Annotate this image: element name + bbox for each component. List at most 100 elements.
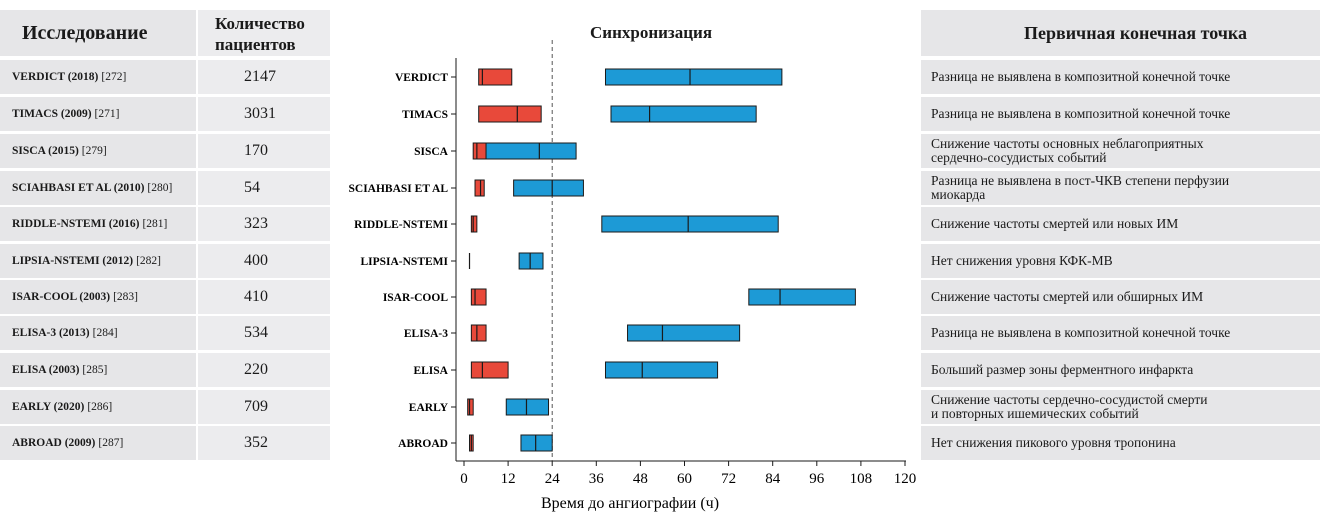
- study-cell: SISCA (2015) [279]: [0, 134, 196, 168]
- study-reference: [283]: [113, 291, 138, 303]
- x-axis-label: Время до ангиографии (ч): [541, 495, 719, 512]
- delayed-bar: [518, 252, 544, 270]
- patients-cell: 170: [198, 134, 330, 168]
- early-bar: [470, 288, 487, 306]
- early-bar: [472, 142, 487, 160]
- category-label: ELISA-3: [404, 328, 448, 340]
- endpoint-row: Снижение частоты основных неблагоприятны…: [921, 134, 1320, 168]
- x-tick-label: 96: [809, 471, 825, 487]
- category-label: ISAR-COOL: [383, 292, 449, 304]
- study-row: SCIAHBASI ET AL (2010) [280] 54: [0, 171, 330, 205]
- endpoint-text-line: Снижение частоты основных неблагоприятны…: [931, 136, 1204, 151]
- delayed-bar: [748, 288, 856, 306]
- patient-count: 3031: [244, 105, 276, 122]
- study-row: VERDICT (2018) [272] 2147: [0, 60, 330, 94]
- study-cell: EARLY (2020) [286]: [0, 390, 196, 424]
- delayed-bar: [513, 179, 584, 197]
- patients-cell: 400: [198, 244, 330, 278]
- study-reference: [287]: [98, 437, 124, 449]
- delayed-bar: [604, 68, 783, 86]
- endpoint-row: Больший размер зоны ферментного инфаркта: [921, 353, 1320, 387]
- early-bar: [470, 361, 509, 379]
- delayed-bar: [520, 434, 553, 452]
- endpoint-text-line: Больший размер зоны ферментного инфаркта: [931, 362, 1194, 377]
- endpoint-row: Разница не выявлена в композитной конечн…: [921, 60, 1320, 94]
- study-name: LIPSIA-NSTEMI (2012): [12, 255, 134, 267]
- study-cell: ELISA (2003) [285]: [0, 353, 196, 387]
- endpoint-text-line: Снижение частоты смертей или новых ИМ: [931, 216, 1179, 231]
- chart-title: Синхронизация: [590, 23, 713, 42]
- study-name: TIMACS (2009): [12, 108, 92, 120]
- x-tick-label: 24: [545, 471, 561, 487]
- endpoint-row: Нет снижения уровня КФК-МВ: [921, 244, 1320, 278]
- endpoint-column-header-label: Первичная конечная точка: [1023, 22, 1248, 43]
- study-reference: [279]: [81, 145, 107, 157]
- patient-count: 352: [244, 434, 268, 451]
- x-tick-label: 60: [677, 471, 692, 487]
- delayed-bar: [610, 105, 757, 123]
- category-label: SCIAHBASI ET AL: [349, 183, 449, 195]
- patients-cell: 3031: [198, 97, 330, 131]
- early-bar: [470, 215, 478, 233]
- endpoint-row: Нет снижения пикового уровня тропонина: [921, 426, 1320, 460]
- patients-cell: 709: [198, 390, 330, 424]
- delayed-bar: [601, 215, 779, 233]
- endpoint-text-line: Разница не выявлена в композитной конечн…: [931, 325, 1231, 340]
- endpoint-row: Снижение частоты смертей или новых ИМ: [921, 207, 1320, 241]
- patients-cell: 220: [198, 353, 330, 387]
- endpoint-row: Снижение частоты смертей или обширных ИМ: [921, 280, 1320, 314]
- early-bar: [474, 179, 485, 197]
- study-column-header-label: Исследование: [22, 21, 148, 44]
- study-cell: RIDDLE-NSTEMI (2016) [281]: [0, 207, 196, 241]
- study-cell: LIPSIA-NSTEMI (2012) [282]: [0, 244, 196, 278]
- patients-cell: 54: [198, 171, 330, 205]
- patients-cell: 410: [198, 280, 330, 314]
- delayed-bar: [627, 324, 741, 342]
- timing-bars: [467, 68, 856, 452]
- patient-count: 534: [244, 324, 268, 341]
- study-row: ISAR-COOL (2003) [283] 410: [0, 280, 330, 314]
- category-label: ABROAD: [398, 438, 448, 450]
- study-name: VERDICT (2018): [12, 71, 99, 83]
- category-label: TIMACS: [402, 109, 448, 121]
- x-tick-label: 0: [460, 471, 468, 487]
- patient-count: 220: [244, 361, 268, 378]
- category-label: EARLY: [409, 402, 449, 414]
- study-reference: [271]: [94, 108, 120, 120]
- patient-count: 323: [244, 215, 268, 232]
- x-tick-label: 12: [501, 471, 516, 487]
- study-reference: [281]: [142, 218, 168, 230]
- study-reference: [272]: [101, 71, 127, 83]
- x-tick-label: 120: [894, 471, 917, 487]
- endpoint-row: Разница не выявлена в пост-ЧКВ степени п…: [921, 171, 1320, 205]
- study-name: SISCA (2015): [12, 145, 79, 157]
- patients-cell: 534: [198, 316, 330, 350]
- study-cell: ABROAD (2009) [287]: [0, 426, 196, 460]
- patients-cell: 352: [198, 426, 330, 460]
- patients-cell: 323: [198, 207, 330, 241]
- patient-count: 170: [244, 142, 268, 159]
- timing-chart: VERDICT TIMACS SISCA SCIAHBASI ET AL RIDDLE-…: [349, 40, 917, 512]
- category-label: VERDICT: [395, 72, 448, 84]
- delayed-bar: [604, 361, 719, 379]
- category-label: SISCA: [414, 146, 449, 158]
- study-row: SISCA (2015) [279] 170: [0, 134, 330, 168]
- study-name: ABROAD (2009): [12, 437, 96, 449]
- study-reference: [285]: [82, 364, 108, 376]
- study-cell: ISAR-COOL (2003) [283]: [0, 280, 196, 314]
- study-name: ELISA (2003): [12, 364, 80, 376]
- early-bar: [467, 398, 474, 416]
- study-row: ELISA-3 (2013) [284] 534: [0, 316, 330, 350]
- endpoint-text-line: Снижение частоты сердечно-сосудистой сме…: [931, 392, 1208, 407]
- early-bar: [478, 68, 513, 86]
- endpoint-row: Разница не выявлена в композитной конечн…: [921, 316, 1320, 350]
- endpoint-text-line: сердечно-сосудистых событий: [931, 150, 1107, 165]
- study-name: ELISA-3 (2013): [12, 327, 90, 339]
- endpoint-text-line: Нет снижения пикового уровня тропонина: [931, 435, 1176, 450]
- patients-column-header-label: Количество пациентов: [215, 14, 305, 54]
- study-row: RIDDLE-NSTEMI (2016) [281] 323: [0, 207, 330, 241]
- study-cell: VERDICT (2018) [272]: [0, 60, 196, 94]
- study-name: EARLY (2020): [12, 401, 85, 413]
- study-cell: TIMACS (2009) [271]: [0, 97, 196, 131]
- study-name: RIDDLE-NSTEMI (2016): [12, 218, 140, 230]
